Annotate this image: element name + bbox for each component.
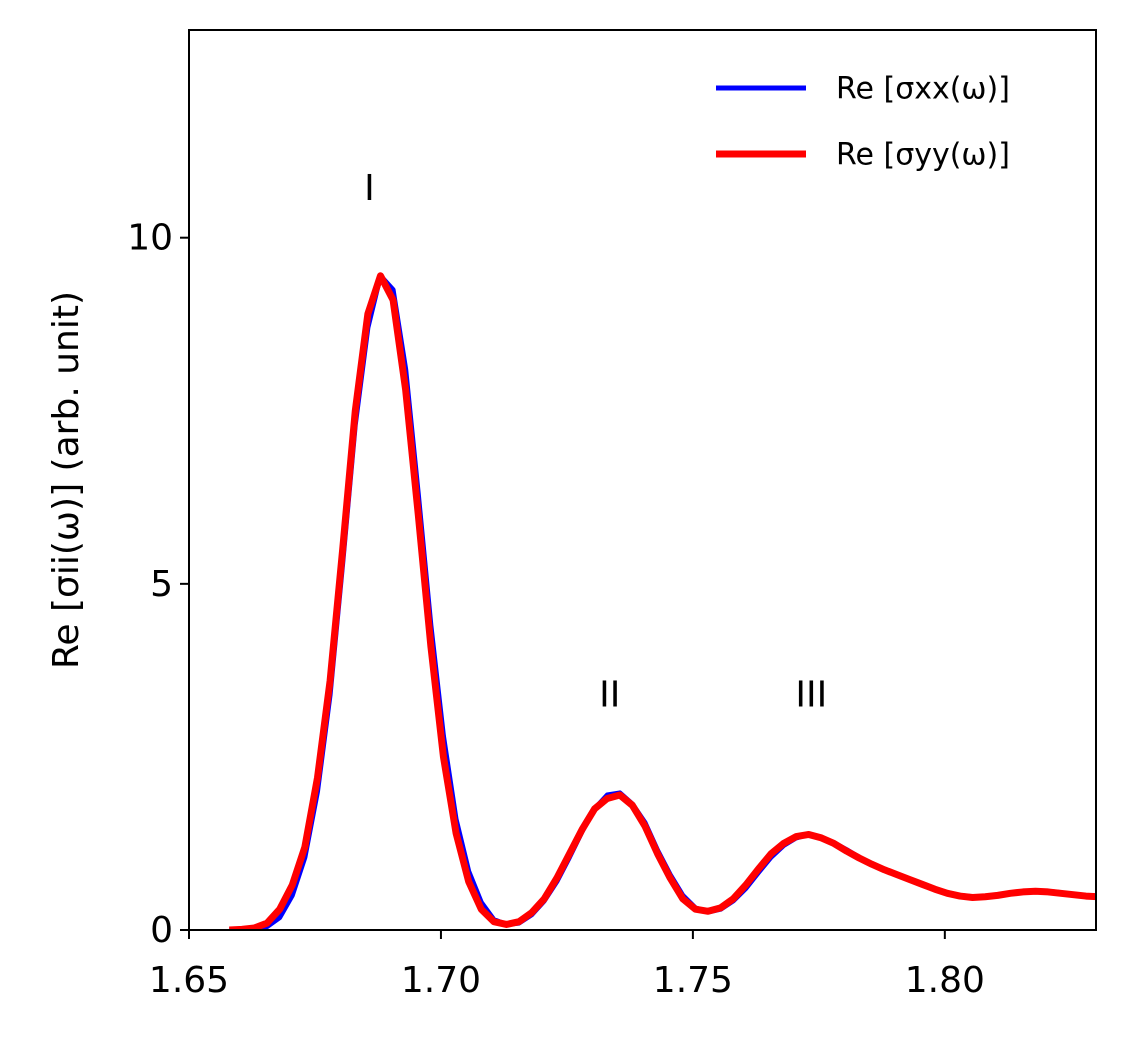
annotation: II — [599, 675, 620, 716]
y-tick-label: 10 — [127, 218, 173, 259]
plot-area — [229, 272, 1096, 930]
x-tick-label: 1.65 — [149, 960, 229, 1001]
legend-label: Re [σyy(ω)] — [836, 138, 1010, 173]
y-axis-label: Re [σii(ω)] (arb. unit) — [46, 291, 87, 669]
annotation: I — [364, 168, 375, 209]
legend-label: Re [σxx(ω)] — [836, 72, 1010, 107]
x-tick-label: 1.80 — [905, 960, 985, 1001]
series-line — [229, 272, 1096, 930]
y-tick-label: 0 — [150, 910, 173, 951]
y-tick-label: 5 — [150, 564, 173, 605]
x-tick-label: 1.75 — [653, 960, 733, 1001]
axes-frame — [188, 29, 1097, 931]
annotation: III — [795, 675, 827, 716]
x-tick-label: 1.70 — [401, 960, 481, 1001]
